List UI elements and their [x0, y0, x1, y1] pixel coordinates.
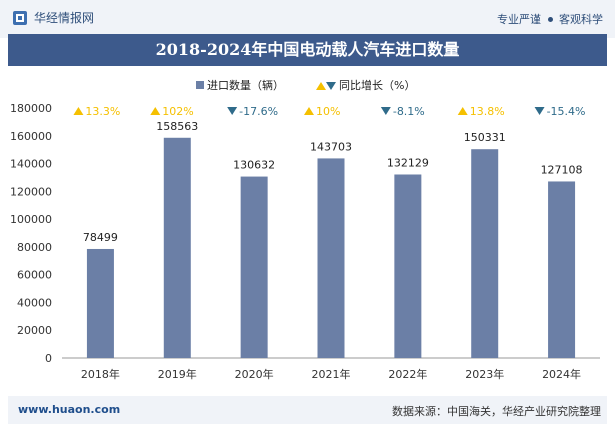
bar	[317, 158, 345, 358]
x-tick-label: 2021年	[312, 367, 351, 381]
bar	[240, 176, 268, 358]
y-tick-label: 60000	[17, 269, 52, 282]
logo-icon	[13, 10, 27, 25]
y-tick-label: 100000	[10, 213, 52, 226]
brand-name: 华经情报网	[34, 11, 95, 25]
bar-value-label: 127108	[541, 163, 583, 176]
y-tick-label: 120000	[10, 185, 52, 198]
legend-label-growth: 同比增长（%）	[339, 78, 415, 92]
growth-up-triangle-icon	[304, 107, 314, 115]
bar	[86, 248, 114, 358]
bar-value-label: 143703	[310, 140, 352, 153]
footer: www.huaon.com 数据来源：中国海关，华经产业研究院整理	[8, 396, 607, 424]
bar-value-label: 158563	[156, 120, 198, 133]
x-tick-label: 2024年	[542, 367, 581, 381]
bar-value-label: 132129	[387, 156, 429, 169]
legend-label-volume: 进口数量（辆）	[207, 78, 284, 92]
title-bar: 2018-2024年中国电动载人汽车进口数量	[8, 34, 607, 66]
tagline: 专业严谨 客观科学	[497, 11, 603, 27]
bar-value-label: 130632	[233, 159, 275, 172]
bar-value-label: 78499	[83, 231, 118, 244]
y-tick-label: 20000	[17, 324, 52, 337]
bar-value-label: 150331	[464, 131, 506, 144]
tagline-left: 专业严谨	[497, 13, 541, 26]
growth-label: -17.6%	[239, 105, 278, 118]
bullet-icon	[548, 16, 553, 22]
bar	[471, 149, 499, 358]
x-tick-label: 2022年	[388, 367, 427, 381]
x-tick-label: 2020年	[235, 367, 274, 381]
growth-label: 102%	[162, 105, 193, 118]
growth-label: -15.4%	[547, 105, 586, 118]
growth-label: 13.3%	[85, 105, 120, 118]
tagline-right: 客观科学	[559, 13, 603, 26]
data-source: 数据来源：中国海关，华经产业研究院整理	[392, 405, 601, 418]
growth-up-triangle-icon	[150, 107, 161, 115]
x-tick-label: 2023年	[465, 367, 504, 381]
website-link[interactable]: www.huaon.com	[18, 403, 121, 416]
growth-down-triangle-icon	[227, 107, 238, 115]
bar	[394, 174, 422, 358]
chart-title: 2018-2024年中国电动载人汽车进口数量	[155, 40, 460, 59]
bar	[548, 181, 576, 358]
x-tick-label: 2018年	[81, 367, 120, 381]
growth-up-triangle-icon	[73, 107, 84, 115]
y-tick-label: 80000	[17, 241, 52, 254]
brand: 华经情报网	[12, 9, 94, 26]
y-tick-label: 0	[45, 352, 52, 365]
bar	[163, 137, 191, 358]
growth-down-triangle-icon	[380, 107, 391, 115]
x-tick-label: 2019年	[158, 367, 197, 381]
growth-label: 10%	[316, 105, 340, 118]
growth-label: 13.8%	[470, 105, 505, 118]
growth-up-triangle-icon	[457, 107, 468, 115]
legend-up-triangle-icon	[316, 82, 326, 90]
legend-swatch-volume	[196, 81, 204, 89]
legend-down-triangle-icon	[326, 82, 336, 90]
chart: 0 20000 40000 60000 80000 100000 120000 140000 1…	[10, 78, 600, 381]
y-tick-label: 160000	[10, 130, 52, 143]
growth-down-triangle-icon	[534, 107, 545, 115]
y-tick-label: 180000	[10, 102, 52, 115]
top-bar: 华经情报网 专业严谨 客观科学	[0, 0, 615, 38]
y-tick-label: 40000	[17, 296, 52, 309]
growth-label: -8.1%	[393, 105, 425, 118]
y-tick-label: 140000	[10, 158, 52, 171]
